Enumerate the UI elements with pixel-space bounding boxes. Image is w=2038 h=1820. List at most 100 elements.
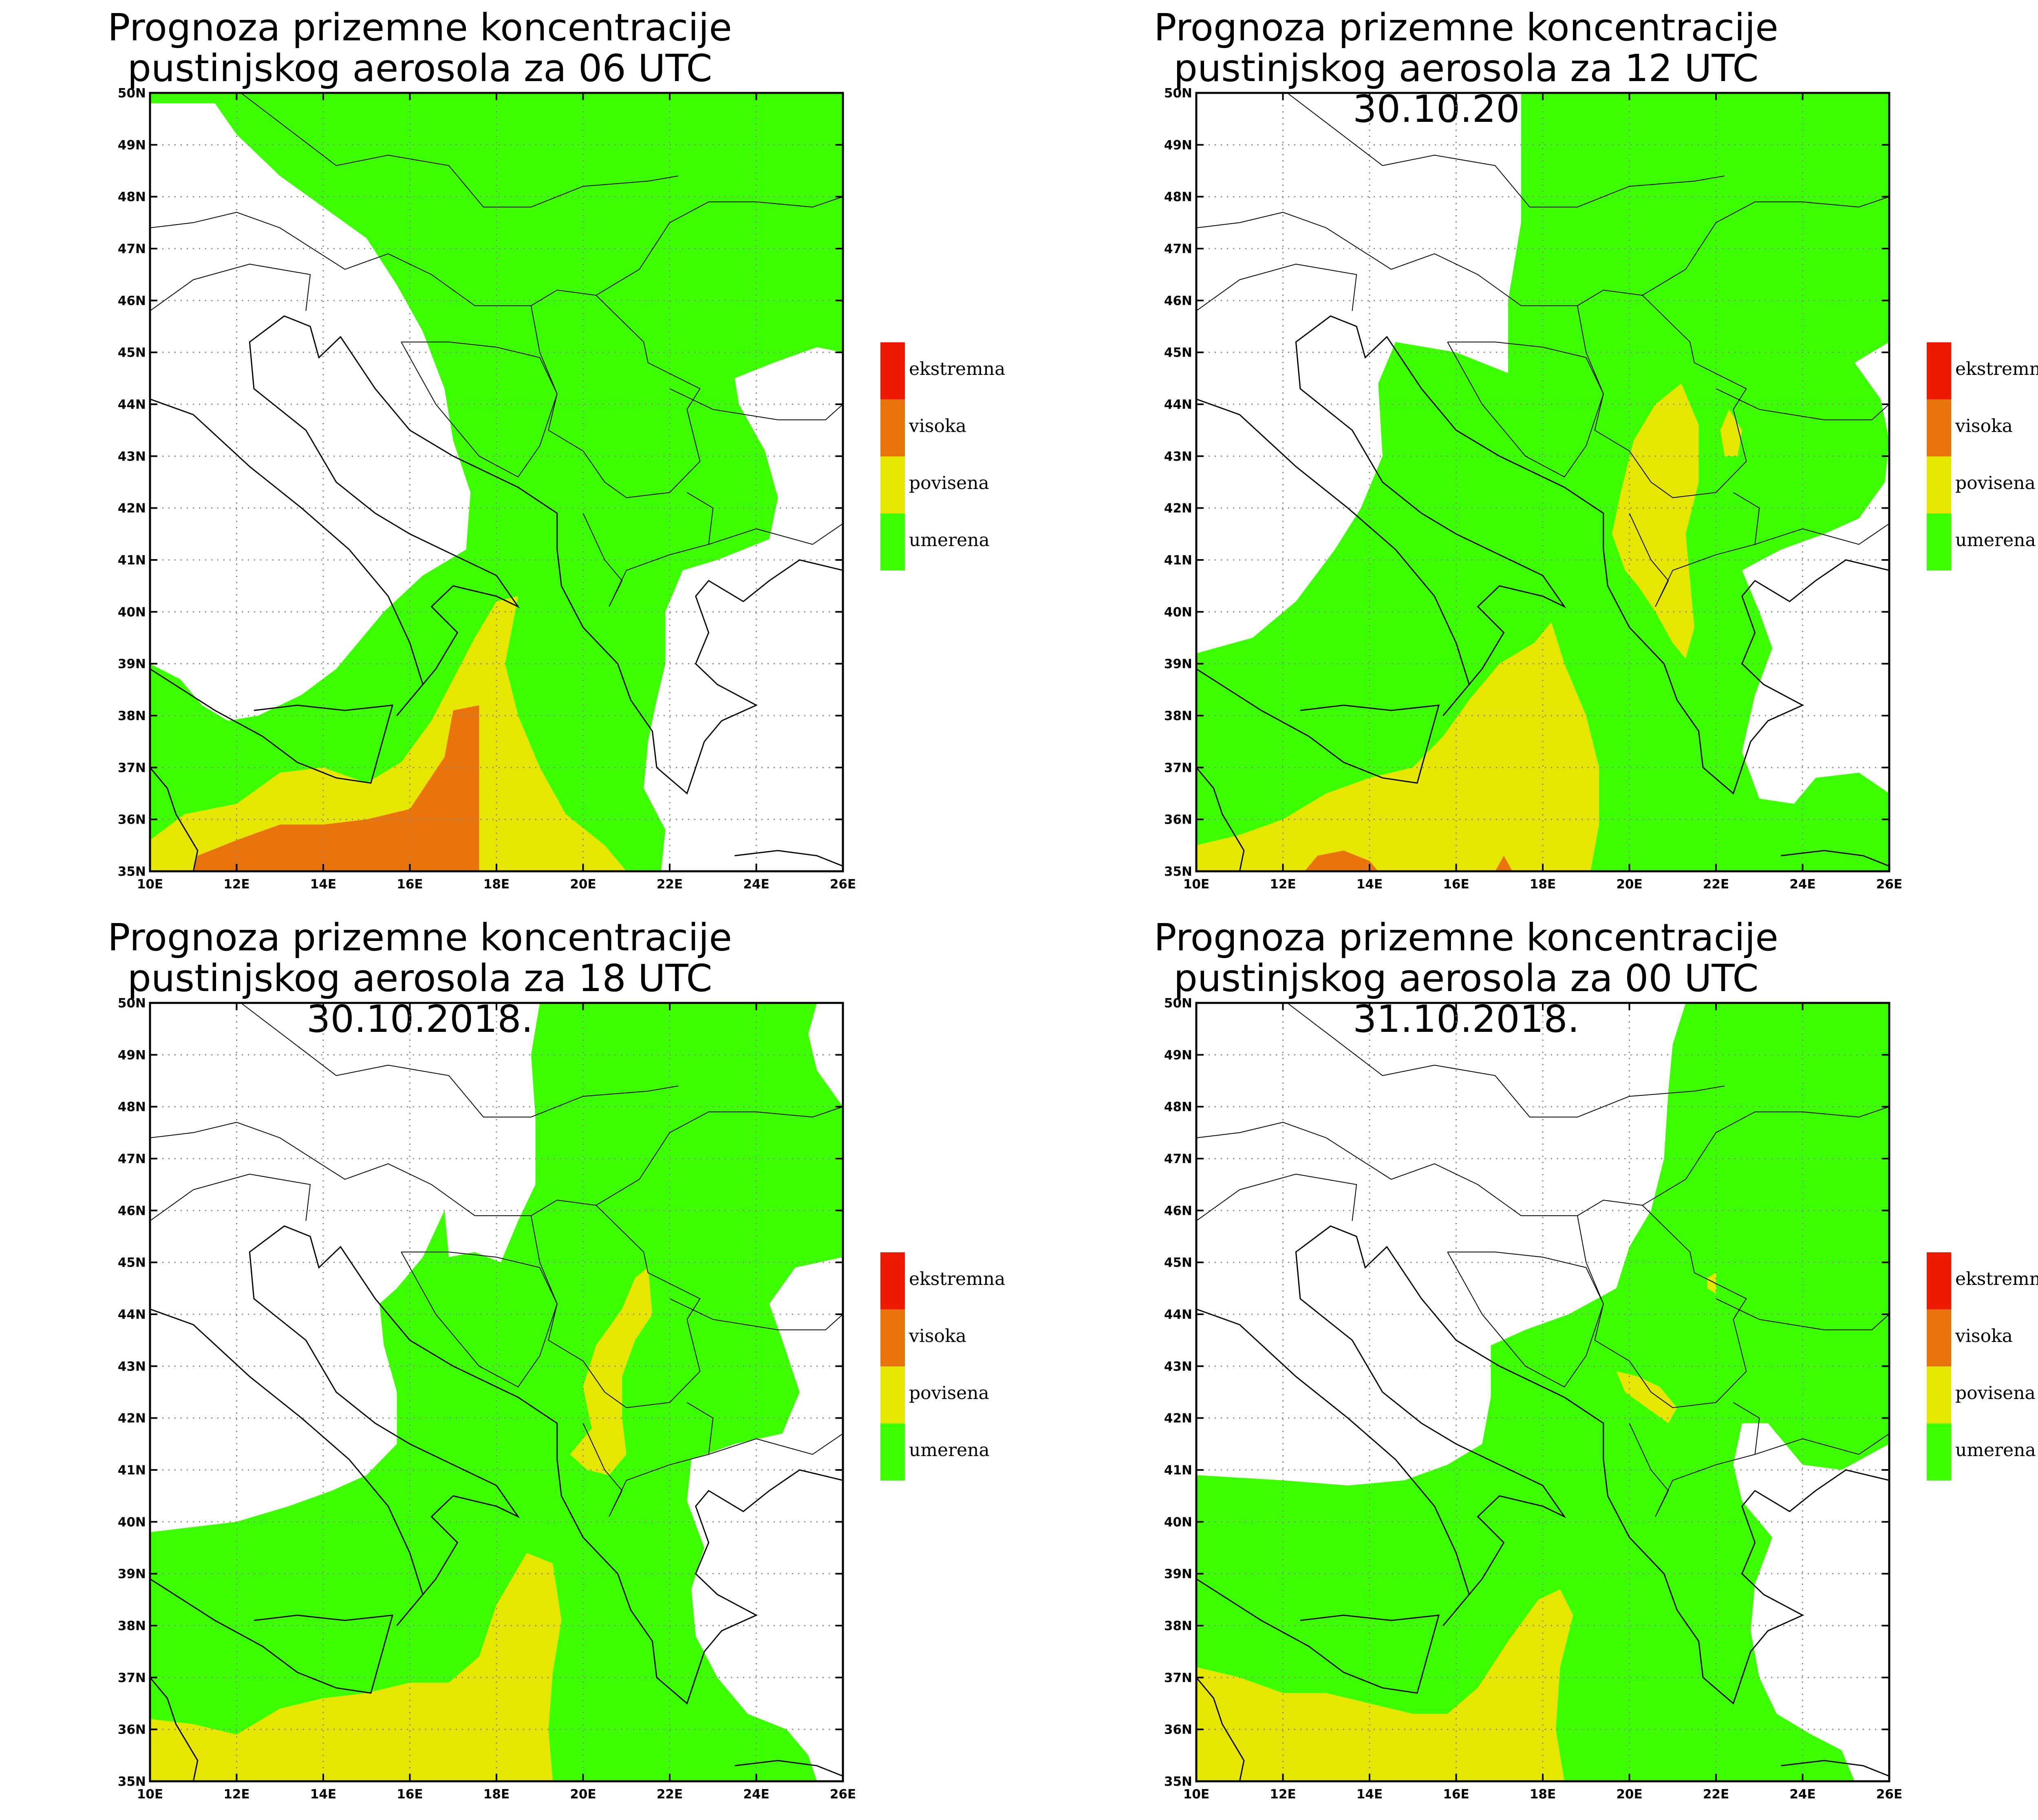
lat-label: 38N [1164,709,1192,723]
border-line [1716,1298,1890,1331]
grid-lines [1196,93,1889,871]
lat-label: 50N [118,86,146,101]
legend-swatch [1927,456,1951,513]
forecast-map: 50N 49N 48N 47N 46N 45N 44N 43N 42N 41N 40N 39N 38N 3… [1164,996,1902,1802]
border-line [1755,1433,1890,1455]
legend-item-visoka: visoka [1927,1309,2038,1366]
border-line [1287,93,1725,208]
coastline [1196,668,1440,784]
axes: 50N 49N 48N 47N 46N 45N 44N 43N 42N 41N 40N 39N 38N 3… [118,86,856,892]
lon-label: 24E [743,1787,769,1802]
coastlines [1195,93,1890,872]
legend-swatch [1927,1366,1951,1423]
legend-swatch [1927,399,1951,456]
legend-label: ekstremna [1955,1269,2038,1289]
lon-label: 24E [743,877,769,892]
border-line [401,1252,558,1388]
panel-title: Prognoza prizemne koncentracije pustinjs… [41,917,799,1040]
lat-label: 41N [118,1463,146,1478]
lat-label: 45N [1164,346,1192,360]
lat-label: 35N [118,864,146,879]
border-line [1577,295,1747,498]
border-line [240,1003,679,1118]
title-line-1: Prognoza prizemne koncentracije [108,916,732,959]
lat-label: 41N [1164,1463,1192,1478]
concentration-layer [1196,93,1889,871]
legend-item-povisena: povisena [880,456,1052,513]
legend-label: umerena [1955,530,2036,551]
legend-label: ekstremna [1955,359,2038,379]
lat-label: 50N [1164,996,1192,1011]
coastlines [149,93,843,872]
lat-label: 40N [118,605,146,619]
lon-label: 10E [137,1787,163,1802]
coastline [1196,1225,1890,1705]
border-line [708,523,843,545]
legend-item-visoka: visoka [880,1309,1052,1366]
lon-label: 10E [137,877,163,892]
legend-label: visoka [909,1326,966,1346]
lat-label: 48N [1164,1100,1192,1115]
concentration-layer [150,1003,843,1781]
lon-label: 22E [657,877,683,892]
legend-swatch [880,1423,905,1481]
legend: ekstremna visoka povisena umerena [1927,1252,2038,1481]
coastline [734,1760,843,1777]
coastline [150,668,394,784]
region-povisena [1616,1371,1677,1423]
legend-swatch [880,456,905,513]
lon-label: 20E [570,877,596,892]
lat-label: 45N [118,346,146,360]
coastline [1196,1578,1440,1694]
forecast-map: 50N 49N 48N 47N 46N 45N 44N 43N 42N 41N 40N 39N 38N 3… [1164,86,1902,892]
lat-label: 37N [1164,760,1192,775]
coastlines [149,1003,843,1782]
lat-label: 42N [1164,501,1192,516]
lat-label: 42N [118,501,146,516]
region-povisena [150,1553,562,1781]
map-panel-00utc: Prognoza prizemne koncentracije pustinjs… [1046,910,2038,1820]
legend-label: povisena [1955,1383,2036,1404]
lon-label: 26E [830,1787,856,1802]
legend-label: povisena [1955,473,2036,494]
lat-label: 36N [118,1723,146,1737]
lat-label: 37N [118,760,146,775]
legend-label: povisena [909,473,989,494]
concentration-layer [1196,1003,1889,1781]
legend-label: umerena [1955,1440,2036,1461]
lat-label: 44N [1164,397,1192,412]
lat-label: 46N [1164,1203,1192,1218]
legend-swatch [1927,342,1951,399]
border-line [1577,1205,1747,1408]
lon-label: 16E [1443,877,1469,892]
legend-item-povisena: povisena [1927,456,2038,513]
lat-label: 39N [118,657,146,672]
title-line-1: Prognoza prizemne koncentracije [1154,916,1778,959]
lat-label: 49N [1164,1048,1192,1062]
lon-label: 12E [223,1787,249,1802]
lat-label: 47N [118,1152,146,1166]
lat-label: 40N [118,1515,146,1529]
border-line [582,492,714,607]
coastline [149,767,199,872]
lat-label: 44N [118,1307,146,1322]
lon-label: 26E [1876,1787,1902,1802]
lat-label: 39N [1164,657,1192,672]
legend-swatch [1927,513,1951,571]
region-povisena [1612,383,1699,659]
lat-label: 46N [118,1203,146,1218]
border-line [240,93,679,208]
lon-label: 20E [570,1787,596,1802]
legend-item-visoka: visoka [1927,399,2038,456]
border-line [669,1298,843,1331]
title-line-2: pustinjskog aerosola za 00 UTC 31.10.201… [1173,956,1759,1041]
lon-label: 24E [1789,1787,1815,1802]
border-line [1287,1003,1725,1118]
lat-label: 36N [1164,1723,1192,1737]
border-line [1196,1174,1357,1221]
coastline [1781,850,1890,867]
border-line [1629,492,1760,607]
region-visoka [1495,855,1513,871]
lon-label: 24E [1789,877,1815,892]
legend: ekstremna visoka povisena umerena [880,1252,1052,1481]
